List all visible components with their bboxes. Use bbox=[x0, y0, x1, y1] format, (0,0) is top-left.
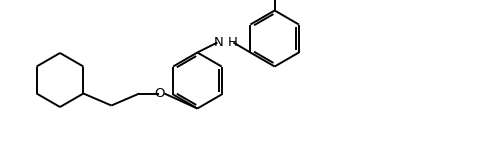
Text: H: H bbox=[228, 36, 237, 49]
Text: N: N bbox=[214, 36, 224, 49]
Text: O: O bbox=[154, 87, 164, 100]
